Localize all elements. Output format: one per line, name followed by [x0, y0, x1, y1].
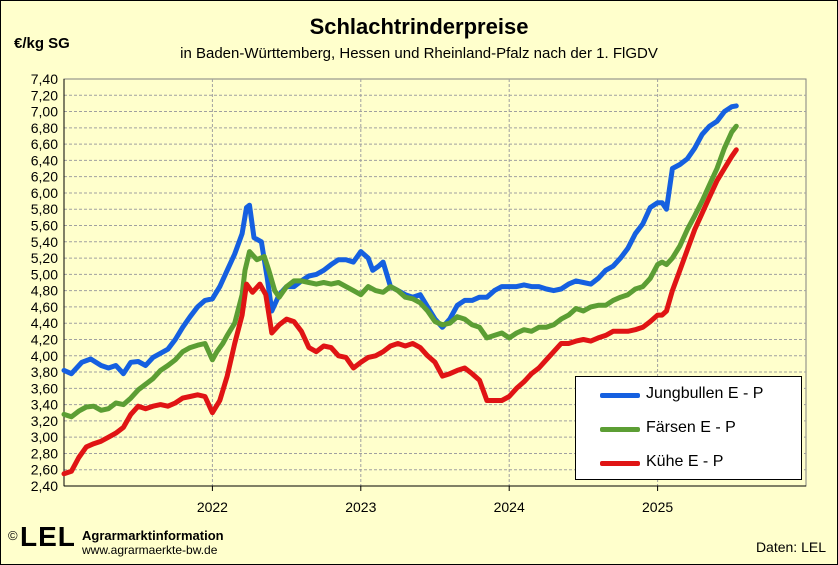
- x-tick-label: 2024: [494, 499, 525, 515]
- series-line-2: [61, 147, 739, 477]
- y-tick-label: 6,80: [31, 120, 58, 136]
- y-tick-label: 6,60: [31, 136, 58, 152]
- y-tick-label: 7,40: [31, 71, 58, 87]
- copyright-symbol: ©: [8, 528, 18, 543]
- x-tick-label: 2025: [642, 499, 673, 515]
- lel-logo: LEL: [20, 521, 76, 552]
- legend-label-faersen: Färsen E - P: [646, 419, 736, 436]
- y-tick-label: 2,80: [31, 445, 58, 461]
- x-tick-label: 2023: [345, 499, 376, 515]
- chart-subtitle: in Baden-Württemberg, Hessen und Rheinla…: [180, 45, 658, 62]
- legend-swatch-faersen: [600, 427, 640, 432]
- y-tick-label: 6,40: [31, 152, 58, 168]
- y-tick-label: 4,20: [31, 331, 58, 347]
- y-tick-label: 3,00: [31, 429, 58, 445]
- y-tick-label: 2,60: [31, 462, 58, 478]
- legend: Jungbullen E - P Färsen E - P Kühe E - P: [575, 376, 802, 480]
- y-tick-label: 3,60: [31, 380, 58, 396]
- y-tick-label: 5,40: [31, 234, 58, 250]
- y-unit-label: €/kg SG: [14, 35, 70, 52]
- data-source: Daten: LEL: [755, 539, 826, 555]
- y-tick-label: 5,20: [31, 250, 58, 266]
- y-tick-label: 6,00: [31, 185, 58, 201]
- y-tick-label: 4,00: [31, 348, 58, 364]
- y-tick-label: 4,40: [31, 315, 58, 331]
- y-tick-label: 6,20: [31, 169, 58, 185]
- y-tick-label: 5,00: [31, 266, 58, 282]
- legend-swatch-jungbullen: [600, 393, 640, 398]
- legend-label-jungbullen: Jungbullen E - P: [646, 385, 764, 402]
- y-tick-label: 3,80: [31, 364, 58, 380]
- y-tick-label: 4,60: [31, 299, 58, 315]
- y-tick-label: 2,40: [31, 478, 58, 494]
- x-tick-label: 2022: [197, 499, 228, 515]
- org-url[interactable]: www.agrarmaerkte-bw.de: [82, 543, 218, 557]
- org-name: Agrarmarktinformation: [82, 528, 224, 543]
- y-tick-label: 7,20: [31, 87, 58, 103]
- y-tick-label: 3,40: [31, 397, 58, 413]
- legend-swatch-kuehe: [600, 461, 640, 466]
- chart-title: Schlachtrinderpreise: [309, 14, 529, 39]
- y-tick-label: 5,60: [31, 218, 58, 234]
- y-tick-label: 7,00: [31, 104, 58, 120]
- y-tick-label: 3,20: [31, 413, 58, 429]
- y-tick-label: 5,80: [31, 201, 58, 217]
- y-tick-label: 4,80: [31, 283, 58, 299]
- series-line-1: [61, 123, 739, 420]
- legend-label-kuehe: Kühe E - P: [646, 453, 724, 470]
